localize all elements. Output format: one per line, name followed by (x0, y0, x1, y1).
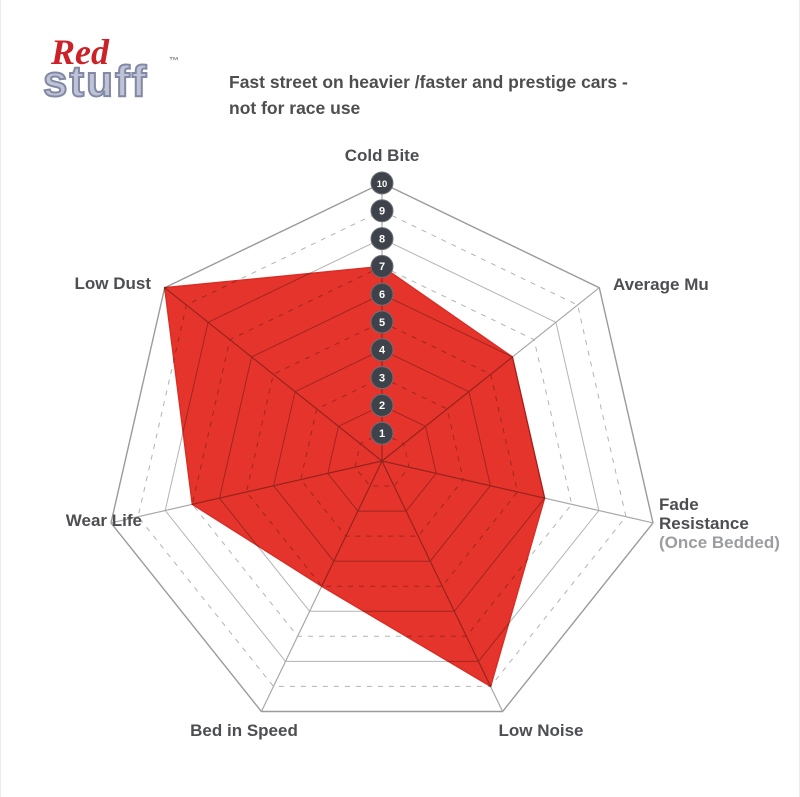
scale-marker-8: 8 (370, 227, 394, 251)
axis-label-fade-resistance: Fade Resistance (Once Bedded) (659, 495, 789, 552)
axis-label-low-dust: Low Dust (74, 274, 152, 293)
fade-label-line3: (Once Bedded) (659, 533, 780, 553)
axis-label-low-noise: Low Noise (498, 721, 584, 740)
scale-marker-3: 3 (370, 366, 394, 390)
scale-marker-1: 1 (370, 421, 394, 445)
svg-text:10: 10 (377, 179, 388, 190)
trademark-symbol: ™ (169, 56, 179, 67)
logo-red-text: Red (51, 32, 109, 72)
axis-label-wear-life: Wear Life (65, 511, 142, 530)
svg-text:4: 4 (379, 345, 386, 357)
svg-text:6: 6 (379, 289, 385, 301)
scale-marker-7: 7 (370, 254, 394, 278)
fade-label-line1: Fade (659, 495, 699, 514)
svg-text:2: 2 (379, 400, 385, 412)
scale-marker-5: 5 (370, 310, 394, 334)
svg-text:7: 7 (379, 261, 385, 273)
chart-description-line2: not for race use (229, 98, 361, 119)
svg-text:5: 5 (379, 317, 385, 329)
scale-marker-6: 6 (370, 282, 394, 306)
scale-marker-9: 9 (370, 199, 394, 223)
redstuff-logo: Red ™ stuff (42, 32, 203, 124)
svg-text:8: 8 (379, 233, 385, 245)
fade-label-line2: Resistance (659, 514, 749, 534)
svg-text:9: 9 (379, 206, 385, 218)
scale-marker-10: 10 (370, 171, 394, 195)
chart-description-line1: Fast street on heavier /faster and prest… (229, 72, 628, 92)
axis-label-cold-bite: Cold Bite (344, 146, 420, 165)
scale-marker-4: 4 (370, 338, 394, 362)
chart-description: Fast street on heavier /faster and prest… (229, 69, 689, 122)
axis-label-bed-in-speed: Bed in Speed (190, 721, 298, 740)
scale-marker-2: 2 (370, 393, 394, 417)
logo-stuff-text: stuff (42, 57, 149, 106)
grid-ring-10 (110, 182, 654, 713)
svg-text:3: 3 (379, 372, 385, 384)
series-polygon (163, 265, 546, 688)
svg-text:1: 1 (379, 428, 385, 440)
axis-label-average-mu: Average Mu (613, 275, 709, 294)
